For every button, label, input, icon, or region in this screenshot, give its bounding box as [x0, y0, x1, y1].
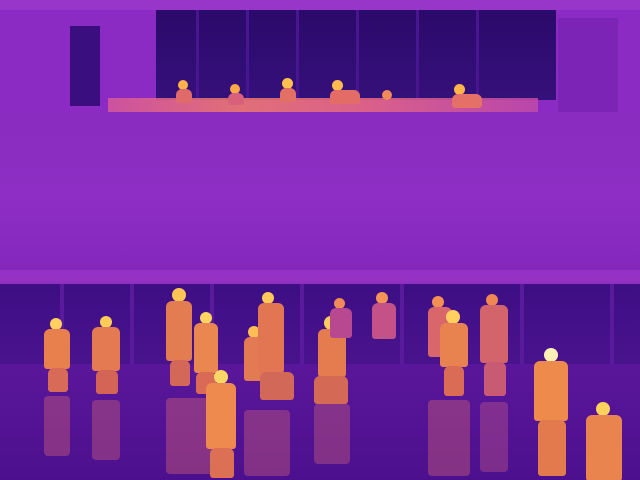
- floor-reflection: [314, 404, 350, 464]
- floor-reflection: [244, 410, 290, 476]
- upper-mullion: [296, 10, 299, 100]
- lower-mullion: [520, 284, 524, 364]
- upper-mullion: [356, 10, 359, 100]
- floor-reflection: [44, 396, 70, 456]
- lower-mullion: [130, 284, 134, 364]
- balcony-railing: [108, 98, 538, 112]
- upper-left-window: [70, 26, 100, 106]
- lower-mullion: [610, 284, 614, 364]
- floor-reflection: [480, 402, 508, 472]
- upper-mullion: [416, 10, 419, 100]
- ceiling-edge: [0, 270, 640, 286]
- lower-mullion: [60, 284, 64, 364]
- floor-reflection: [428, 400, 470, 476]
- upper-mullion: [476, 10, 479, 100]
- lower-mullion: [300, 284, 304, 364]
- upper-mullion: [196, 10, 199, 100]
- lower-mullion: [400, 284, 404, 364]
- upper-right-panel: [558, 18, 618, 114]
- middle-wall: [0, 112, 640, 282]
- floor-reflection: [92, 400, 120, 460]
- upper-mullion: [246, 10, 249, 100]
